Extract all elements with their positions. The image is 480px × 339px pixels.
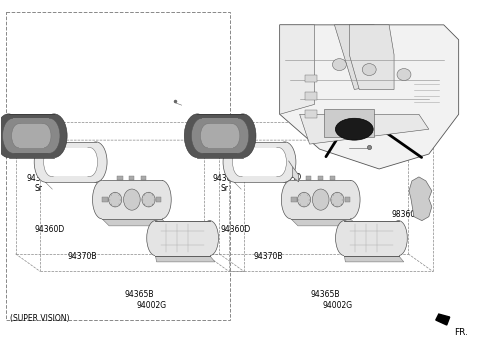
Ellipse shape [2,118,24,153]
Ellipse shape [34,142,56,182]
Bar [305,110,316,118]
Ellipse shape [200,124,215,148]
Polygon shape [291,219,358,226]
Bar [102,180,162,219]
Polygon shape [409,177,432,221]
Ellipse shape [93,180,112,219]
Bar [345,197,350,202]
Ellipse shape [12,124,26,148]
Bar [13,118,49,153]
Ellipse shape [108,192,122,207]
Ellipse shape [281,180,300,219]
Text: 98360M: 98360M [392,210,422,219]
Polygon shape [280,25,314,114]
Ellipse shape [82,147,97,177]
Bar [52,147,90,177]
Text: FR.: FR. [454,328,468,337]
Text: 94363A: 94363A [27,174,56,183]
Ellipse shape [390,221,408,256]
Text: (SUPER VISION): (SUPER VISION) [11,314,70,323]
Ellipse shape [230,114,256,158]
Ellipse shape [36,124,51,148]
Bar [45,142,96,182]
Ellipse shape [333,59,347,71]
Polygon shape [156,256,215,262]
Ellipse shape [336,221,353,256]
Bar [344,221,398,256]
Ellipse shape [123,189,140,210]
Ellipse shape [336,118,373,140]
Text: 1339CC: 1339CC [329,142,359,151]
Polygon shape [349,25,394,89]
Ellipse shape [39,118,60,153]
Bar [19,124,44,148]
Ellipse shape [312,189,329,210]
Bar [291,180,350,219]
Polygon shape [344,256,404,262]
Bar [324,109,374,137]
Bar [306,176,312,180]
Ellipse shape [226,124,240,148]
Polygon shape [293,167,299,182]
Text: 94360D: 94360D [221,225,251,234]
Ellipse shape [397,68,411,80]
Ellipse shape [298,192,311,207]
Polygon shape [102,219,168,226]
Ellipse shape [44,147,60,177]
Text: 94370B: 94370B [253,252,283,261]
Text: 94002G: 94002G [323,301,353,311]
Polygon shape [280,25,459,169]
Ellipse shape [331,192,344,207]
Ellipse shape [85,142,107,182]
Text: 94365B: 94365B [310,290,340,299]
Ellipse shape [223,142,245,182]
Ellipse shape [142,192,155,207]
Text: 94363A: 94363A [213,174,242,183]
Bar [156,197,161,202]
Ellipse shape [192,118,213,153]
Bar [305,75,316,82]
Bar [202,118,238,153]
Bar [156,221,210,256]
Ellipse shape [41,114,67,158]
Polygon shape [335,25,384,89]
Ellipse shape [274,142,296,182]
Bar [6,12,230,320]
Polygon shape [436,314,450,325]
Text: 1018AD: 1018AD [272,173,302,182]
Bar [197,114,243,158]
Ellipse shape [0,114,22,158]
Ellipse shape [232,147,249,177]
Ellipse shape [271,147,287,177]
Bar [305,93,316,100]
Bar [141,176,146,180]
Bar [240,147,278,177]
Text: Sr: Sr [220,183,228,193]
Bar [129,176,134,180]
Bar [234,142,285,182]
Text: 94002G: 94002G [136,301,167,311]
Text: 94370B: 94370B [67,252,97,261]
Ellipse shape [341,180,360,219]
Bar [9,114,54,158]
Bar [330,176,335,180]
Text: Sr: Sr [35,183,42,193]
Ellipse shape [147,221,164,256]
Bar [208,124,233,148]
Bar [117,176,122,180]
Bar [102,197,108,202]
Polygon shape [300,114,429,144]
Text: 94365B: 94365B [124,290,154,299]
Bar [318,176,324,180]
Ellipse shape [201,221,218,256]
Ellipse shape [228,118,249,153]
Ellipse shape [152,180,171,219]
Ellipse shape [184,114,211,158]
Bar [291,197,297,202]
Ellipse shape [362,64,376,76]
Text: 94360D: 94360D [35,225,65,234]
